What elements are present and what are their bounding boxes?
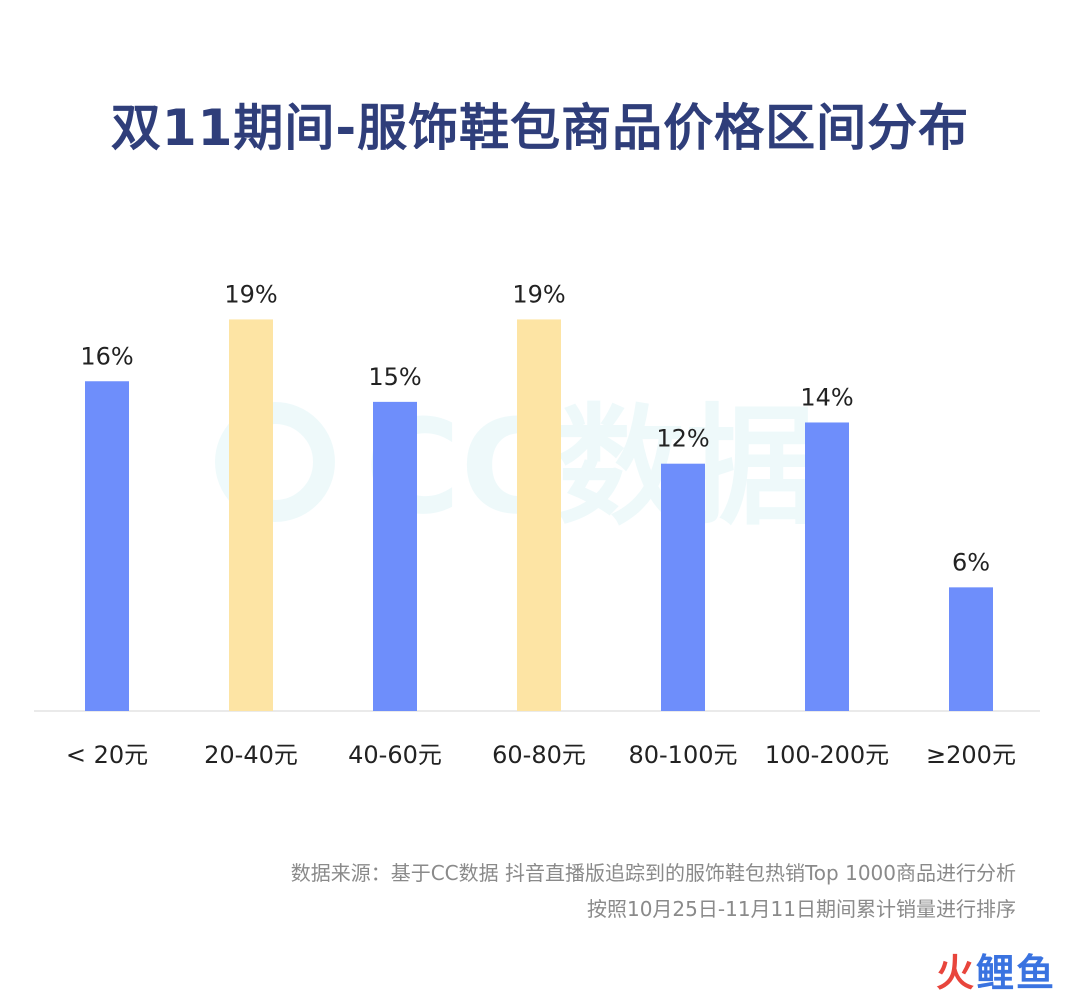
category-tick-label: ≥200元 <box>926 741 1016 769</box>
bar-value-label: 19% <box>224 280 277 308</box>
bar <box>517 319 561 711</box>
chart-title: 双11期间-服饰鞋包商品价格区间分布 <box>110 99 970 157</box>
bar-value-label: 15% <box>368 363 421 391</box>
bar-value-label: 14% <box>800 383 853 411</box>
category-tick-label: 60-80元 <box>492 741 586 769</box>
bar-value-label: 19% <box>512 280 565 308</box>
bar-value-label: 6% <box>952 548 990 576</box>
bar <box>805 422 849 711</box>
bar <box>949 587 993 711</box>
bar <box>373 401 417 711</box>
category-tick-label: 80-100元 <box>628 741 737 769</box>
data-source-line-2: 按照10月25日-11月11日期间累计销量进行排序 <box>586 897 1016 921</box>
category-tick-label: 100-200元 <box>765 741 889 769</box>
category-tick-label: 20-40元 <box>204 741 298 769</box>
bar <box>661 463 705 711</box>
bar <box>229 319 273 711</box>
logo-part-2: 鲤鱼 <box>975 951 1056 995</box>
logo-part-1: 火 <box>935 951 976 995</box>
bar <box>85 381 129 711</box>
bar-value-label: 12% <box>656 425 709 453</box>
bar-value-label: 16% <box>80 342 133 370</box>
category-tick-label: < 20元 <box>66 741 148 769</box>
huo-liyu-logo: 火鲤鱼 <box>936 942 1056 997</box>
category-tick-label: 40-60元 <box>348 741 442 769</box>
data-source-line-1: 数据来源：基于CC数据 抖音直播版追踪到的服饰鞋包热销Top 1000商品进行分… <box>290 861 1016 885</box>
